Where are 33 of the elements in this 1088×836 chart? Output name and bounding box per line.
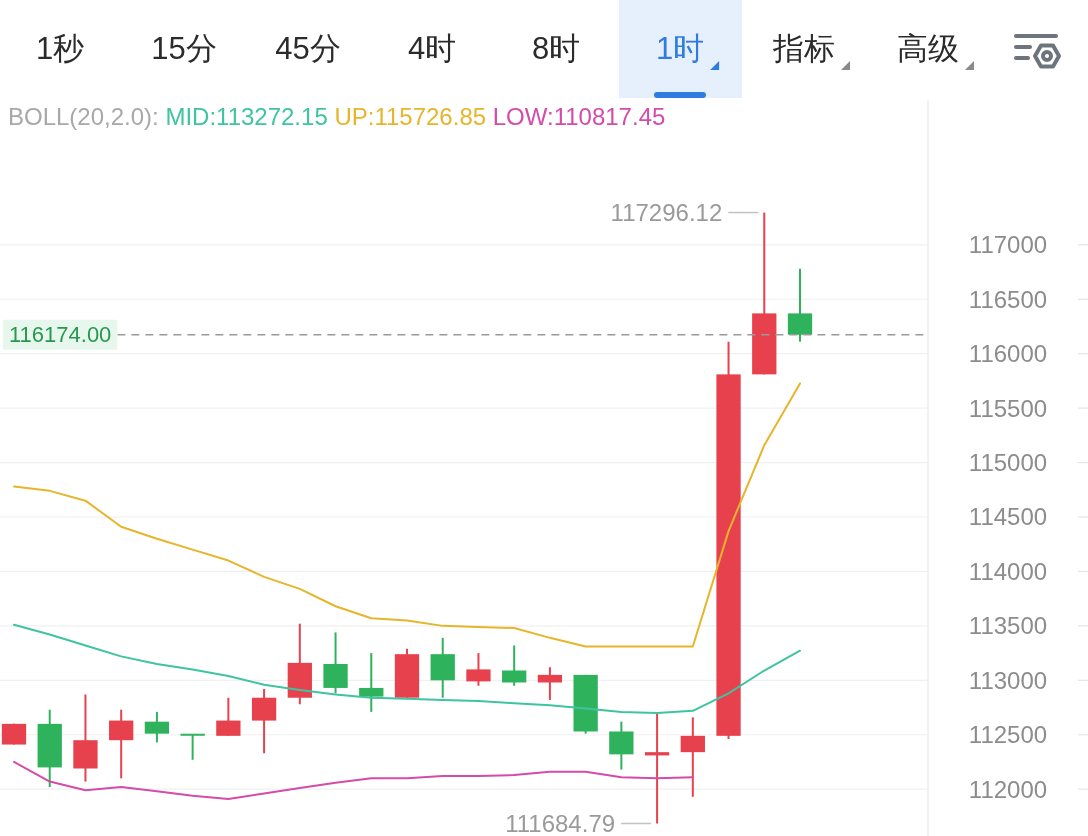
candlestick: [644, 711, 670, 825]
annotation: 111684.79: [505, 810, 616, 836]
line-series: [13, 760, 694, 800]
y-tick-label: 114500: [968, 503, 1048, 531]
text: 指标: [772, 30, 835, 66]
y-tick-label: 116500: [968, 285, 1048, 313]
text: 高级: [897, 30, 959, 66]
text: LOW:110817.45: [492, 102, 666, 130]
y-tick-label: 114000: [968, 557, 1048, 585]
text: 1时: [655, 30, 705, 66]
text: 45分: [275, 30, 341, 66]
candlestick: [180, 733, 205, 761]
line-series: [13, 623, 801, 714]
line-series: [13, 382, 801, 648]
y-tick-label: 112000: [968, 775, 1048, 803]
annotation: 117296.12: [610, 199, 723, 227]
text: 4时: [407, 30, 457, 66]
y-tick-label: 112500: [968, 721, 1048, 749]
y-tick-label: 115000: [968, 449, 1048, 477]
text: 8时: [531, 30, 581, 66]
y-tick-label: 113500: [968, 612, 1048, 640]
legend-title: BOLL(20,2.0):: [8, 102, 159, 130]
y-tick-label: 117000: [968, 231, 1048, 259]
y-tick-label: 113000: [968, 666, 1048, 694]
y-tick-label: 115500: [968, 394, 1048, 422]
y-tick-label: 116000: [968, 340, 1048, 368]
text: 1秒: [35, 30, 85, 66]
candlestick: [359, 652, 384, 713]
text: 15分: [151, 30, 217, 66]
ref-line-label: 116174.00: [8, 322, 112, 348]
candlestick: [537, 666, 563, 701]
text: MID:113272.15: [165, 102, 328, 130]
text: UP:115726.85: [334, 102, 487, 130]
